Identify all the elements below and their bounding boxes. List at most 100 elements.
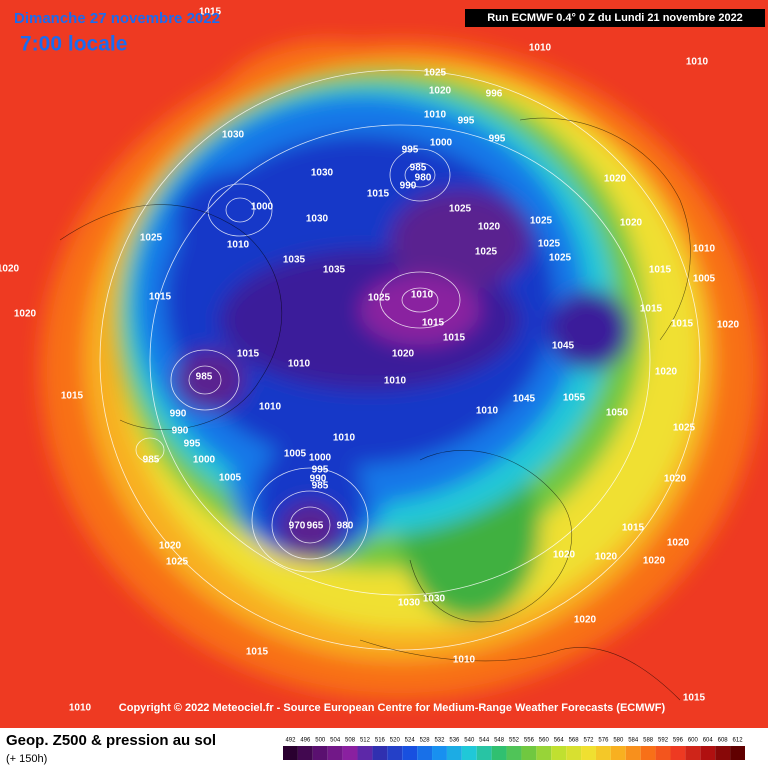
scale-swatch [432, 746, 447, 760]
isobar-label: 1045 [513, 394, 536, 405]
isobar-label: 1025 [140, 233, 163, 244]
scale-label: 608 [718, 738, 729, 744]
isobar-label: 1000 [251, 202, 274, 213]
scale-label: 496 [300, 738, 311, 744]
isobar-label: 1030 [311, 168, 334, 179]
isobar-label: 995 [402, 145, 419, 156]
isobar-label: 1020 [159, 541, 182, 552]
scale-swatch [566, 746, 582, 760]
isobar-label: 1025 [549, 253, 572, 264]
scale-swatch [387, 746, 403, 760]
isobar-label: 1025 [368, 293, 391, 304]
scale-label: 504 [330, 738, 341, 744]
color-scale: 492 496 500 504 508 512 516 520 524 528 532 536 540 5… [283, 738, 745, 760]
isobar-label: 1030 [398, 598, 421, 609]
isobar-label: 1030 [423, 594, 446, 605]
isobar-label: 1025 [166, 557, 189, 568]
isobar-label: 1045 [552, 341, 575, 352]
isobar-label: 1010 [411, 290, 434, 301]
scale-swatch [342, 746, 358, 760]
isobar-label: 970 [289, 521, 306, 532]
scale-label: 532 [434, 738, 445, 744]
isobar-label: 1020 [429, 86, 452, 97]
isobar-label: 1015 [367, 189, 390, 200]
isobar-label: 1015 [149, 292, 172, 303]
isobar-label: 985 [410, 163, 427, 174]
scale-label: 492 [285, 738, 296, 744]
isobar-label: 1015 [246, 647, 269, 658]
isobar-label: 1020 [392, 349, 415, 360]
scale-label: 576 [598, 738, 609, 744]
isobar-label: 1020 [595, 552, 618, 563]
scale-swatch [625, 746, 641, 760]
date: Dimanche 27 novembre 2022 [14, 10, 220, 27]
scale-swatch [461, 746, 477, 760]
isobar-label: 1025 [673, 423, 696, 434]
isobar-label: 985 [143, 455, 160, 466]
isobar-label: 1010 [384, 376, 407, 387]
isobar-label: 990 [172, 426, 189, 437]
legend-subtitle: (+ 150h) [6, 753, 47, 765]
isobar-label: 980 [415, 173, 432, 184]
scale-label: 540 [464, 738, 475, 744]
isobar-labels: 1015 1010 1010 1025 1020 996 1010 995 995 1030 100… [0, 7, 740, 714]
isobar-label: 1010 [453, 655, 476, 666]
scale-label: 516 [375, 738, 386, 744]
scale-label: 512 [360, 738, 371, 744]
isobar-label: 1035 [323, 265, 346, 276]
scale-swatch [283, 746, 298, 760]
scale-label: 520 [390, 738, 401, 744]
scale-swatch [402, 746, 418, 760]
scale-label: 556 [524, 738, 535, 744]
isobar-label: 990 [170, 409, 187, 420]
scale-label: 544 [479, 738, 490, 744]
scale-label: 560 [539, 738, 550, 744]
scale-swatch [655, 746, 671, 760]
isobar-label: 1025 [475, 247, 498, 258]
scale-label: 600 [688, 738, 699, 744]
isobar-label: 1025 [449, 204, 472, 215]
scale-swatch [700, 746, 716, 760]
scale-label: 612 [733, 738, 744, 744]
scale-label: 548 [494, 738, 505, 744]
isobar-label: 980 [337, 521, 354, 532]
isobar-label: 1055 [563, 393, 586, 404]
scale-label: 528 [420, 738, 431, 744]
isobar-label: 1010 [686, 57, 709, 68]
isobar-label: 1025 [530, 216, 553, 227]
scale-swatch [357, 746, 373, 760]
isobar-label: 1020 [717, 320, 740, 331]
scale-label: 572 [584, 738, 595, 744]
field [0, 0, 768, 728]
isobar-label: 1025 [424, 68, 447, 79]
scale-label: 580 [613, 738, 624, 744]
scale-label: 552 [509, 738, 520, 744]
scale-label: 564 [554, 738, 565, 744]
scale-label: 524 [405, 738, 416, 744]
isobar-label: 1010 [333, 433, 356, 444]
isobar-label: 1005 [693, 274, 716, 285]
isobar-label: 1000 [430, 138, 453, 149]
isobar-label: 990 [400, 181, 417, 192]
scale-swatch [506, 746, 522, 760]
isobar-label: 1000 [193, 455, 216, 466]
isobar-label: 1030 [306, 214, 329, 225]
scale-swatch [640, 746, 656, 760]
isobar-label: 990 [310, 474, 327, 485]
scale-label: 568 [569, 738, 580, 744]
isobar-label: 1015 [443, 333, 466, 344]
isobar-label: 1020 [664, 474, 687, 485]
scale-label: 592 [658, 738, 669, 744]
isobar-label: 1015 [199, 7, 222, 18]
isobar-label: 1030 [222, 130, 245, 141]
isobar-label: 1010 [424, 110, 447, 121]
isobar-label: 1020 [655, 367, 678, 378]
scale-swatch [417, 746, 433, 760]
isobar-label: 1020 [574, 615, 597, 626]
run-box [465, 9, 765, 27]
isobar-label: 995 [458, 116, 475, 127]
scale-swatch [297, 746, 313, 760]
isobar-label: 1050 [606, 408, 629, 419]
scale-swatch [610, 746, 626, 760]
isobar-label: 1020 [0, 264, 20, 275]
